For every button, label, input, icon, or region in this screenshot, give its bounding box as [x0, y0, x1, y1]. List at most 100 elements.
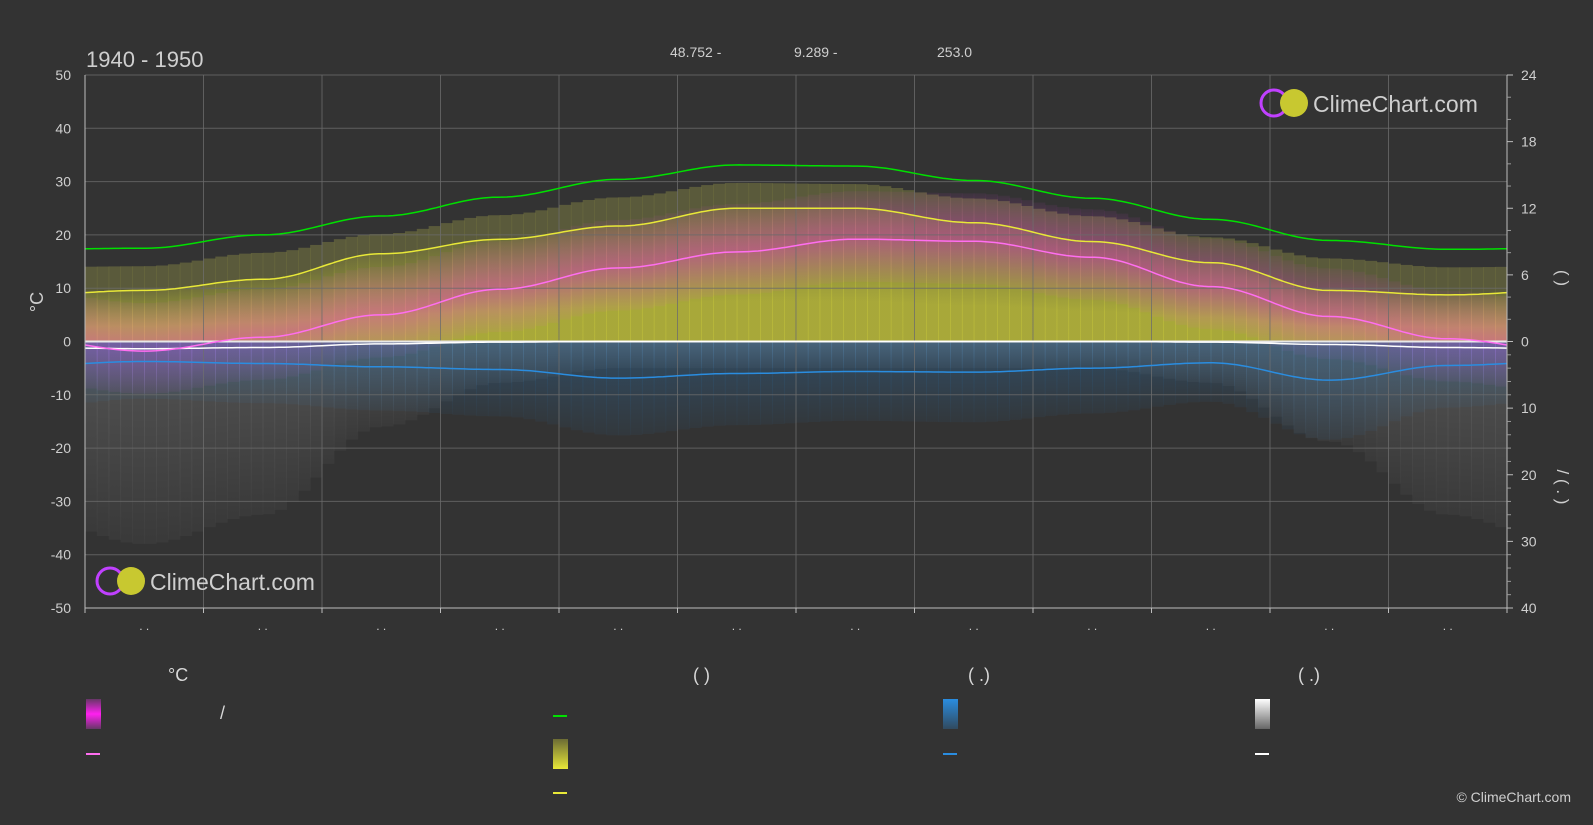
- brand-logo-top: ClimeChart.com: [1259, 88, 1478, 118]
- month-tick-label: . .: [139, 619, 149, 633]
- precipitation-band: [476, 341, 489, 417]
- right-top-tick-label: 6: [1521, 267, 1529, 283]
- temperature-range-band: [1021, 200, 1034, 291]
- precipitation-band: [594, 341, 607, 435]
- precipitation-band: [381, 341, 394, 411]
- precipitation-band: [452, 341, 465, 415]
- precipitation-band: [1412, 341, 1425, 413]
- precipitation-band: [523, 341, 536, 420]
- precipitation-band: [393, 341, 406, 411]
- temperature-range-band: [345, 270, 359, 361]
- temperature-range-band: [677, 210, 690, 302]
- precipitation-band: [1068, 341, 1081, 414]
- left-tick-label: 40: [55, 120, 71, 136]
- precipitation-band: [1056, 341, 1070, 415]
- temperature-range-band: [997, 195, 1010, 287]
- right-bottom-tick-label: 30: [1521, 533, 1537, 549]
- temperature-range-band: [1151, 226, 1164, 317]
- precipitation-band: [203, 341, 216, 402]
- precipitation-band: [1021, 341, 1034, 419]
- precipitation-band: [689, 341, 702, 428]
- right-top-tick-label: 24: [1521, 67, 1537, 83]
- temperature-range-band: [369, 267, 382, 358]
- daylight-swatch: [553, 715, 567, 717]
- precipitation-band: [796, 341, 809, 423]
- temperature-range-band: [1270, 255, 1283, 347]
- precipitation-band: [1459, 341, 1472, 408]
- precipitation-band: [606, 341, 619, 436]
- precipitation-band: [345, 341, 359, 410]
- temperature-range-band: [1009, 197, 1022, 289]
- precipitation-band: [1281, 341, 1295, 430]
- precipitation-band: [1471, 341, 1484, 407]
- temperature-range-band: [428, 256, 441, 347]
- precipitation-band: [227, 341, 240, 403]
- precipitation-band: [724, 341, 738, 426]
- precipitation-band: [878, 341, 892, 421]
- right-bottom-tick-label: 40: [1521, 600, 1537, 616]
- precipitation-band: [902, 341, 915, 422]
- temperature-range-band: [701, 206, 714, 297]
- precipitation-band: [890, 341, 904, 422]
- precipitation-band: [250, 341, 264, 404]
- brand-text-bottom: ClimeChart.com: [150, 569, 315, 595]
- precipitation-band: [1483, 341, 1496, 406]
- temperature-range-band: [796, 196, 809, 288]
- precipitation-band: [547, 341, 560, 425]
- precipitation-band: [559, 341, 572, 428]
- temperature-range-band: [1056, 206, 1070, 298]
- temperature-range-band: [807, 194, 821, 286]
- temperature-range-band: [630, 219, 643, 310]
- precipitation-band: [1388, 341, 1401, 422]
- precipitation-band: [713, 341, 726, 426]
- precipitation-band: [1447, 341, 1461, 408]
- precipitation-band: [760, 341, 773, 425]
- legend-heading-hours: ( ): [693, 665, 710, 685]
- right-axis-title-top: ( ): [1553, 270, 1572, 286]
- temperature-range-band: [1080, 209, 1093, 300]
- precipitation-band: [1376, 341, 1389, 427]
- precipitation-band: [1305, 341, 1318, 438]
- temperature-range-band: [1175, 234, 1188, 325]
- temperature-range-band: [855, 191, 868, 282]
- precipitation-band: [653, 341, 667, 433]
- precipitation-band: [1234, 341, 1247, 408]
- temperature-range-band: [499, 241, 513, 332]
- precipitation-band: [807, 341, 821, 422]
- temperature-range-band: [1222, 240, 1235, 331]
- elevation-label: 253.0: [937, 44, 972, 60]
- precipitation-band: [333, 341, 347, 409]
- precipitation-mean-swatch: [943, 753, 957, 755]
- precipitation-band: [262, 341, 276, 404]
- precipitation-band: [322, 341, 335, 408]
- right-top-tick-label: 18: [1521, 134, 1537, 150]
- precipitation-band: [1435, 341, 1449, 408]
- series-lines-layer: [84, 164, 1508, 381]
- precipitation-band: [831, 341, 844, 422]
- temperature-range-band: [736, 203, 750, 295]
- left-tick-label: 10: [55, 280, 71, 296]
- precipitation-band: [1246, 341, 1259, 413]
- left-tick-label: -30: [51, 493, 71, 509]
- legend-heading-precipitation: ( .): [968, 665, 990, 685]
- daylight-line: [84, 164, 1507, 251]
- precipitation-band: [914, 341, 927, 422]
- temperature-range-band: [878, 191, 892, 283]
- temperature-range-band: [1352, 271, 1366, 363]
- temperature-range-band: [440, 252, 453, 343]
- temperature-mean-line: [84, 238, 1508, 352]
- right-bottom-tick-label: 10: [1521, 400, 1537, 416]
- temperature-range-band: [357, 268, 370, 359]
- temperature-range-band: [416, 259, 430, 351]
- temperature-range-band: [772, 200, 785, 292]
- period-title: 1940 - 1950: [86, 47, 203, 72]
- temperature-range-swatch: [86, 699, 101, 729]
- temperature-range-band: [535, 235, 548, 327]
- precipitation-band: [499, 341, 513, 417]
- precipitation-band: [416, 341, 430, 413]
- brand-sun-icon: [117, 567, 145, 595]
- precipitation-band: [440, 341, 453, 414]
- precipitation-band: [1198, 341, 1212, 402]
- temperature-range-band: [547, 232, 560, 323]
- precipitation-band: [167, 341, 181, 400]
